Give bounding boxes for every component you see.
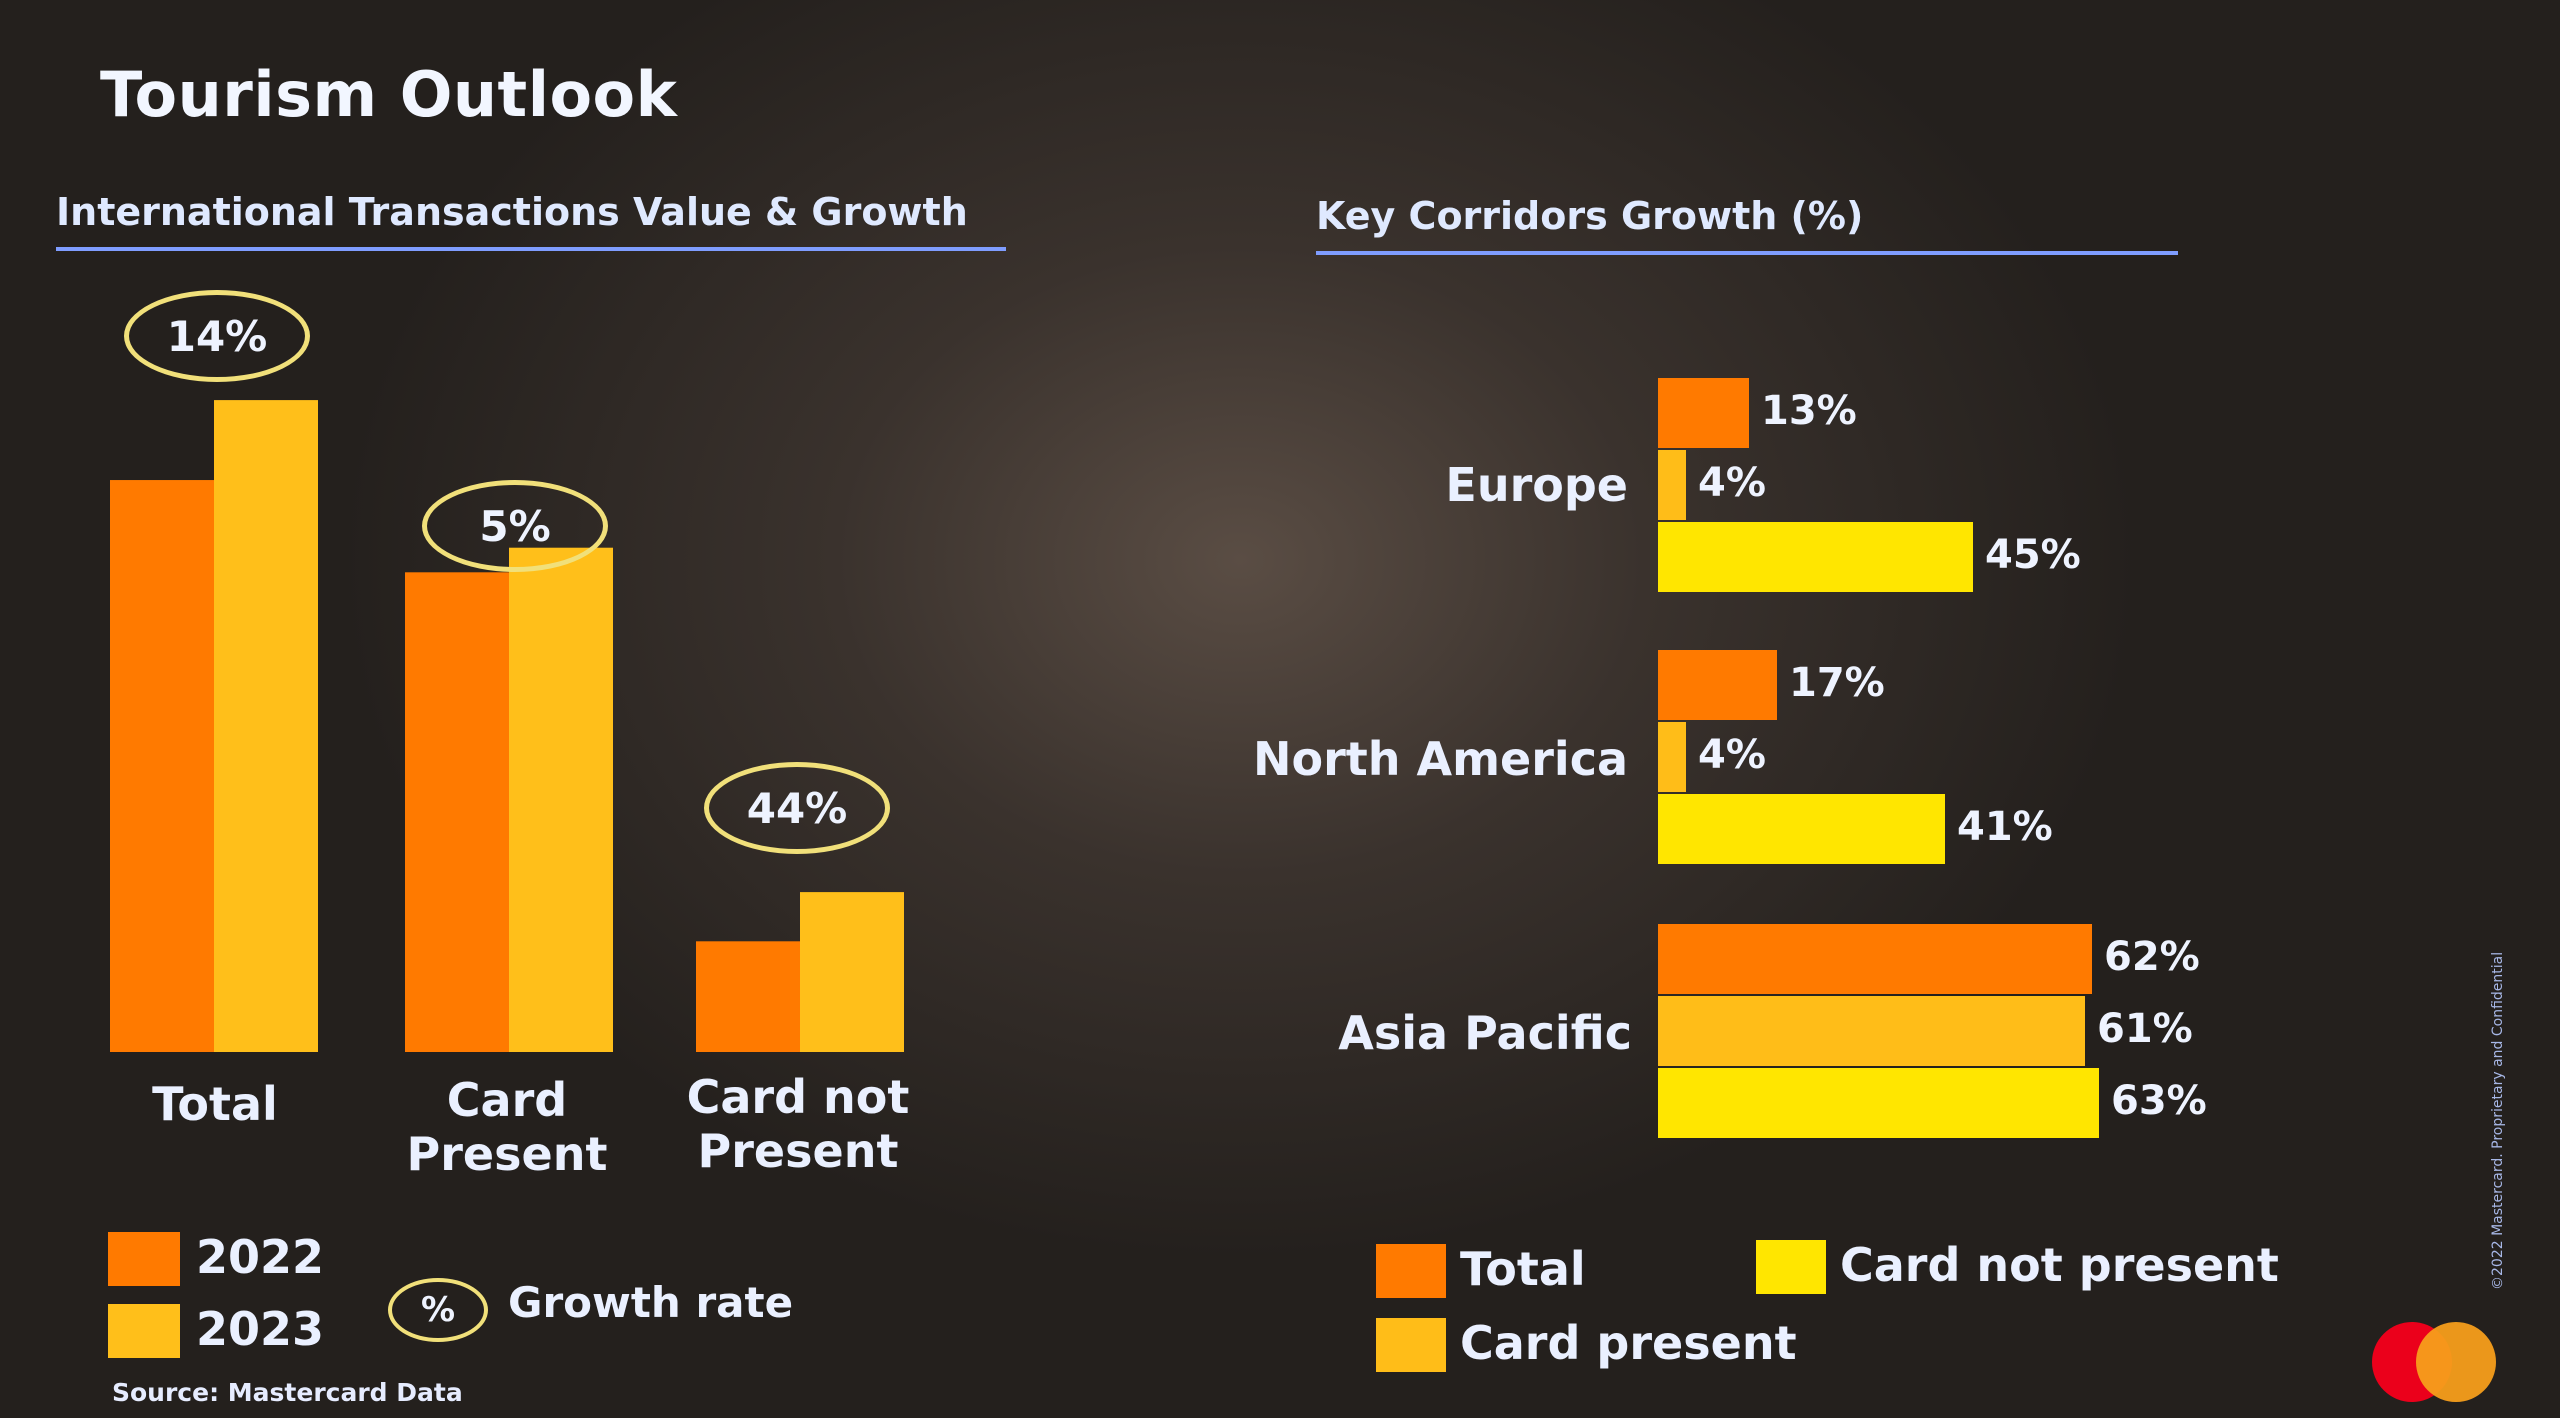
- hbar-card-present-north-america: [1658, 722, 1686, 792]
- region-label-europe: Europe: [1445, 458, 1628, 512]
- bar-2023-card-not-present: [800, 892, 904, 1052]
- hbar-total-north-america: [1658, 650, 1777, 720]
- bar-2022-total: [110, 480, 214, 1052]
- legend-swatch-2022: [108, 1232, 180, 1286]
- category-label-total: Total: [152, 1077, 278, 1131]
- hbar-value-card-not-present-north-america: 41%: [1957, 804, 2053, 850]
- legend-swatch-2023: [108, 1304, 180, 1358]
- hbar-card-not-present-north-america: [1658, 794, 1945, 864]
- bar-2022-card-present: [405, 572, 509, 1052]
- legend-swatch-card-present: [1376, 1318, 1446, 1372]
- legend-label-total: Total: [1460, 1242, 1586, 1296]
- right-title-rule: [1316, 251, 2178, 255]
- bar-2022-card-not-present: [696, 941, 800, 1052]
- hbar-card-not-present-asia-pacific: [1658, 1068, 2099, 1138]
- left-chart-title: International Transactions Value & Growt…: [56, 190, 968, 234]
- page-title: Tourism Outlook: [100, 58, 678, 131]
- right-chart-title: Key Corridors Growth (%): [1316, 194, 1864, 238]
- hbar-value-card-present-asia-pacific: 61%: [2097, 1006, 2193, 1052]
- legend-swatch-card-not-present: [1756, 1240, 1826, 1294]
- growth-rate-oval-card-present: 5%: [422, 480, 608, 572]
- source-note: Source: Mastercard Data: [112, 1378, 463, 1407]
- hbar-value-card-not-present-asia-pacific: 63%: [2111, 1078, 2207, 1124]
- hbar-card-present-asia-pacific: [1658, 996, 2085, 1066]
- hbar-value-total-north-america: 17%: [1789, 660, 1885, 706]
- hbar-value-card-present-north-america: 4%: [1698, 732, 1766, 778]
- category-label-card-not-present: Card not Present: [648, 1070, 948, 1178]
- hbar-card-present-europe: [1658, 450, 1686, 520]
- legend-label-card-not-present: Card not present: [1840, 1238, 2279, 1292]
- legend-label-2022: 2022: [196, 1230, 325, 1284]
- hbar-value-card-present-europe: 4%: [1698, 460, 1766, 506]
- hbar-value-total-asia-pacific: 62%: [2104, 934, 2200, 980]
- growth-rate-legend-oval: %: [388, 1278, 488, 1342]
- confidentiality-note: ©2022 Mastercard. Proprietary and Confid…: [2490, 951, 2506, 1290]
- legend-label-growth-rate: Growth rate: [508, 1278, 794, 1327]
- hbar-value-total-europe: 13%: [1761, 388, 1857, 434]
- category-label-card-present: Card Present: [406, 1073, 608, 1181]
- bar-2023-total: [214, 400, 318, 1053]
- growth-rate-oval-total: 14%: [124, 290, 310, 382]
- legend-label-2023: 2023: [196, 1302, 325, 1356]
- region-label-asia-pacific: Asia Pacific: [1338, 1006, 1632, 1060]
- bar-2023-card-present: [509, 547, 613, 1052]
- legend-label-card-present: Card present: [1460, 1316, 1797, 1370]
- left-title-rule: [56, 247, 1006, 251]
- hbar-total-europe: [1658, 378, 1749, 448]
- hbar-card-not-present-europe: [1658, 522, 1973, 592]
- growth-rate-oval-card-not-present: 44%: [704, 762, 890, 854]
- category-label-card-not-present-text: Card not Present: [686, 1070, 910, 1178]
- hbar-total-asia-pacific: [1658, 924, 2092, 994]
- region-label-north-america: North America: [1252, 732, 1628, 786]
- legend-swatch-total: [1376, 1244, 1446, 1298]
- hbar-value-card-not-present-europe: 45%: [1985, 532, 2081, 578]
